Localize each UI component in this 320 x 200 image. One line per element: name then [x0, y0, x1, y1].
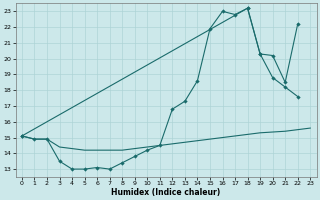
X-axis label: Humidex (Indice chaleur): Humidex (Indice chaleur)	[111, 188, 221, 197]
